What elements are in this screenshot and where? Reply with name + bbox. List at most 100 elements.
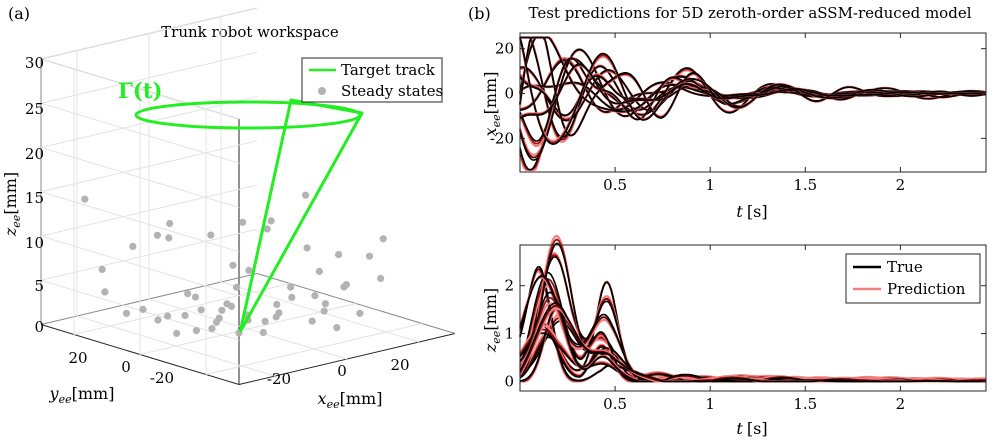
- steady-state-point: [192, 327, 200, 335]
- legend-a: Target track Steady states: [301, 57, 443, 103]
- grid-line: [40, 102, 240, 164]
- steady-state-point: [165, 234, 173, 242]
- y-tick-label: 0: [504, 372, 514, 390]
- 3d-gridlines: [40, 7, 423, 377]
- steady-state-point: [272, 313, 280, 321]
- true-trajectory: [519, 75, 986, 117]
- y-axis-ticks: 20 0 -20: [68, 349, 174, 387]
- steady-state-point: [245, 266, 253, 274]
- steady-state-point: [229, 261, 237, 269]
- x-ee-ticks: 0.5 1 1.5 2 -20 0 20: [490, 33, 986, 194]
- z-ee-ticks: 0.5 1 1.5 2 0 1 2: [504, 245, 986, 413]
- steady-state-point: [197, 306, 205, 314]
- x-axis-ticks: -20 0 20: [267, 356, 410, 388]
- steady-state-point: [166, 219, 174, 228]
- grid-line: [40, 51, 258, 104]
- z-ee-axis-label: zee[mm]: [481, 288, 503, 353]
- x-axis-label: xee[mm]: [318, 389, 383, 411]
- z-ee-trajectories: [518, 234, 987, 383]
- x-tick-label: -20: [267, 370, 291, 388]
- steady-state-point: [227, 302, 236, 310]
- grid-line: [40, 191, 240, 253]
- grid-line: [40, 147, 240, 208]
- steady-state-point: [311, 292, 319, 300]
- steady-state-point: [191, 293, 200, 301]
- gamma-label: Γ(t): [118, 78, 162, 103]
- z-axis-ticks: 0 5 10 15 20 25 30: [25, 54, 44, 336]
- legend-steady-states-label: Steady states: [341, 82, 443, 100]
- target-track-legs: [238, 98, 364, 333]
- z-ee-subplot: 0.5 1 1.5 2 0 1 2: [504, 234, 987, 413]
- y-tick-label: 1: [504, 325, 514, 343]
- grid-line: [40, 140, 258, 193]
- steady-state-point: [129, 242, 137, 250]
- prediction-trajectory: [518, 36, 987, 137]
- steady-state-point: [208, 325, 216, 333]
- steady-state-point: [287, 283, 295, 291]
- x-tick-label: 0.5: [603, 395, 627, 413]
- legend-prediction-label: Prediction: [887, 280, 966, 298]
- legend-a-box: [301, 57, 443, 103]
- steady-state-point: [139, 305, 147, 313]
- steady-state-point: [267, 217, 275, 225]
- steady-state-point: [340, 283, 348, 291]
- x-ee-subplot: 0.5 1 1.5 2 -20 0 20: [490, 32, 987, 194]
- x-tick-label: 1: [705, 395, 715, 413]
- steady-state-point: [207, 231, 215, 239]
- legend-true-label: True: [887, 258, 923, 276]
- steady-state-point: [184, 290, 192, 298]
- grid-line: [73, 283, 291, 335]
- true-trajectory: [519, 36, 987, 137]
- z-tick-label: 10: [25, 234, 44, 252]
- steady-state-point: [303, 244, 311, 252]
- steady-state-point: [321, 300, 329, 308]
- y-tick-label: 0: [504, 85, 514, 103]
- steady-state-point: [263, 225, 271, 233]
- y-axis-label: yee[mm]: [49, 384, 115, 406]
- panel-a-title: Trunk robot workspace: [161, 23, 339, 41]
- z-tick-label: 30: [25, 54, 44, 72]
- steady-state-point: [365, 252, 374, 260]
- steady-state-point: [153, 231, 161, 239]
- y-tick-label: 2: [504, 277, 514, 295]
- grid-line: [40, 184, 258, 237]
- grid-line: [40, 235, 240, 297]
- steady-state-point: [212, 318, 221, 326]
- steady-state-point: [308, 317, 316, 325]
- steady-state-point: [181, 311, 189, 320]
- steady-state-point: [81, 195, 89, 203]
- z-ee-plot-frame: [519, 244, 987, 392]
- true-trajectory: [519, 300, 987, 383]
- z-tick-label: 15: [25, 189, 44, 207]
- z-tick-label: 5: [34, 277, 44, 295]
- z-tick-label: 0: [34, 318, 44, 336]
- steady-state-point: [302, 191, 310, 199]
- true-trajectory: [519, 302, 986, 383]
- y-tick-label: -20: [490, 129, 514, 147]
- target-track: [134, 98, 364, 333]
- steady-state-point: [377, 274, 385, 282]
- steady-state-point: [154, 316, 162, 324]
- z-tick-label: 25: [25, 100, 44, 118]
- overlap-trajectory: [519, 36, 987, 137]
- true-trajectory: [520, 36, 986, 139]
- x-tick-label: 0.5: [603, 176, 627, 194]
- steady-state-point: [218, 306, 226, 314]
- x-tick-label: 1.5: [793, 395, 817, 413]
- steady-state-point: [315, 267, 323, 275]
- x-tick-label: 1: [705, 176, 715, 194]
- steady-state-point: [239, 218, 247, 226]
- legend-steady-states-swatch: [318, 87, 326, 95]
- steady-state-point: [101, 288, 109, 296]
- steady-state-point: [333, 324, 341, 332]
- y-tick-label: 20: [495, 40, 514, 58]
- x-tick-label: 2: [896, 176, 906, 194]
- steady-state-point: [288, 293, 296, 301]
- steady-state-point: [379, 235, 387, 243]
- legend-b-box: [845, 253, 981, 304]
- grid-line: [40, 58, 240, 120]
- x-ee-axis-label: xee[mm]: [481, 72, 503, 137]
- grid-line: [139, 303, 357, 355]
- steady-state-point: [356, 309, 364, 317]
